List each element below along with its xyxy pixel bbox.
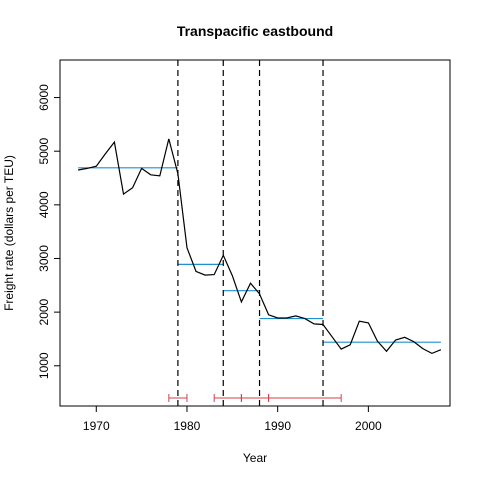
y-tick-label: 2000 [37, 298, 51, 325]
chart-title: Transpacific eastbound [177, 23, 333, 39]
y-tick-label: 6000 [37, 84, 51, 111]
x-axis: 1970 1980 1990 2000 [83, 406, 382, 433]
x-tick-label: 2000 [355, 419, 382, 433]
x-axis-label: Year [243, 451, 267, 465]
plot-frame [59, 59, 451, 407]
y-tick-label: 5000 [37, 138, 51, 165]
x-tick-label: 1970 [83, 419, 110, 433]
breakpoint-lines [177, 60, 324, 406]
y-tick-label: 4000 [37, 191, 51, 218]
y-axis-label: Freight rate (dollars per TEU) [2, 155, 16, 311]
confidence-intervals [168, 394, 342, 402]
fitted-segments [78, 167, 441, 343]
x-tick-label: 1990 [264, 419, 291, 433]
y-tick-label: 1000 [37, 352, 51, 379]
x-tick-label: 1980 [174, 419, 201, 433]
y-axis: 1000 2000 3000 4000 5000 6000 [37, 84, 60, 379]
y-tick-label: 3000 [37, 245, 51, 272]
